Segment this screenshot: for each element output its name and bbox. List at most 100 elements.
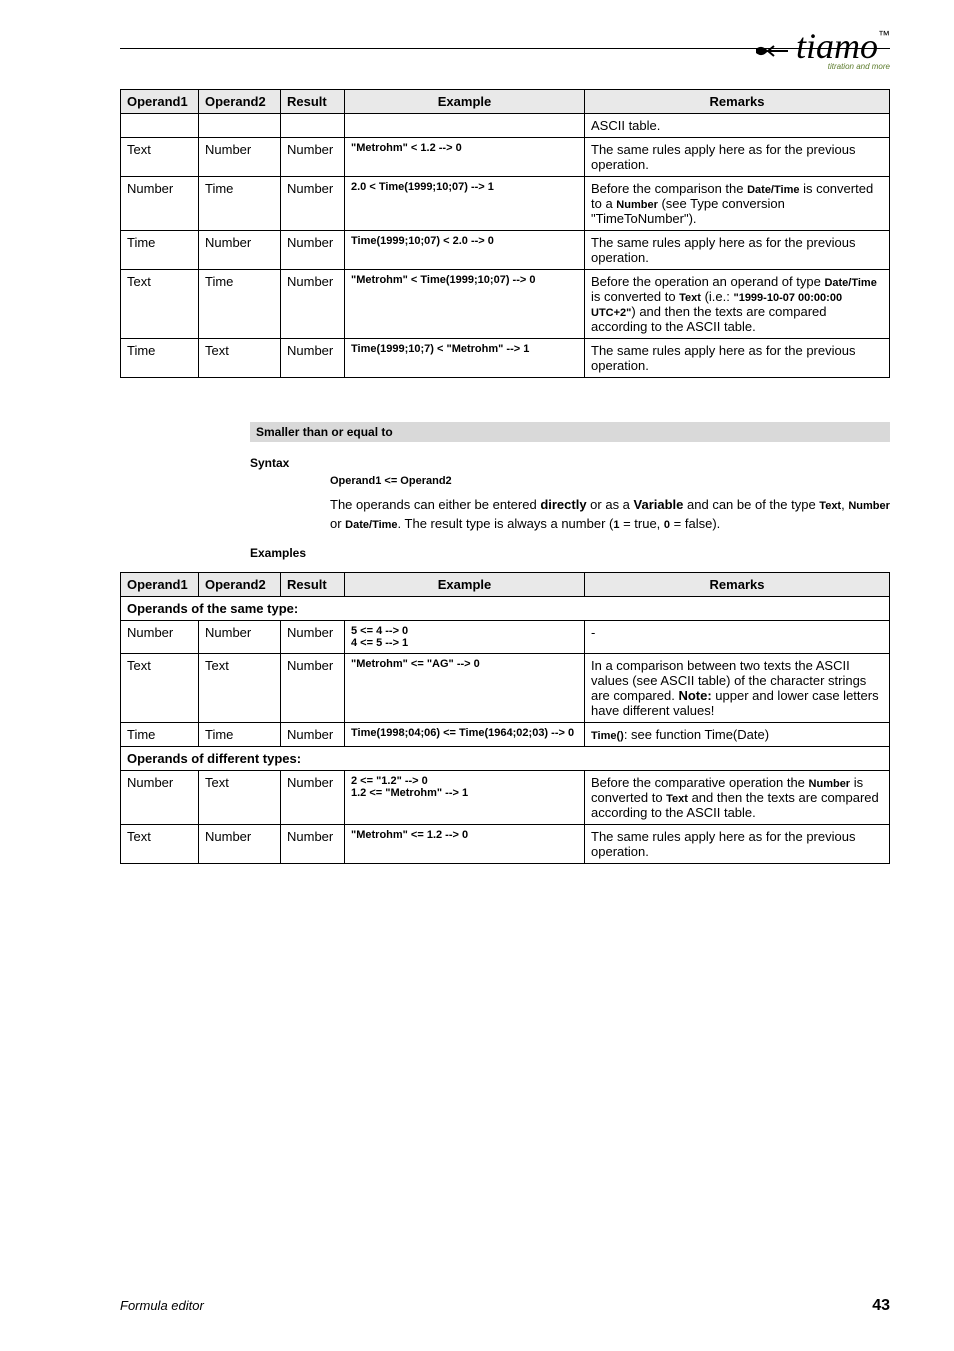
cell-example: "Metrohm" < Time(1999;10;07) --> 0 <box>345 270 585 339</box>
th-result: Result <box>281 572 345 596</box>
cell-remarks: The same rules apply here as for the pre… <box>585 339 890 378</box>
bold: Date/Time <box>345 519 397 531</box>
cell-remarks: Before the comparison the Date/Time is c… <box>585 177 890 231</box>
cell-remarks: ASCII table. <box>585 114 890 138</box>
cell: Number <box>199 824 281 863</box>
cell: Text <box>121 653 199 722</box>
table-header-row: Operand1 Operand2 Result Example Remarks <box>121 90 890 114</box>
table-row: Time Number Number Time(1999;10;07) < 2.… <box>121 231 890 270</box>
table-row: Text Text Number "Metrohm" <= "AG" --> 0… <box>121 653 890 722</box>
cell-example: "Metrohm" <= 1.2 --> 0 <box>345 824 585 863</box>
logo-arrow-icon <box>756 44 788 63</box>
cell: Time <box>121 231 199 270</box>
bold: Date/Time <box>824 277 876 289</box>
bold: Time() <box>591 730 624 742</box>
text: or as a <box>587 497 634 512</box>
syntax-line: Operand1 <= Operand2 <box>330 474 890 490</box>
cell: Number <box>281 231 345 270</box>
cell <box>121 114 199 138</box>
text: Before the comparison the <box>591 181 747 196</box>
table-row: Time Text Number Time(1999;10;7) < "Metr… <box>121 339 890 378</box>
cell: Number <box>281 722 345 746</box>
group-header: Operands of the same type: <box>121 596 890 620</box>
logo-text: tiamo <box>796 26 878 66</box>
cell-remarks: The same rules apply here as for the pre… <box>585 138 890 177</box>
th-operand2: Operand2 <box>199 90 281 114</box>
text: = false). <box>670 516 720 531</box>
table-smaller-equal: Operand1 Operand2 Result Example Remarks… <box>120 572 890 864</box>
table-row: Text Number Number "Metrohm" <= 1.2 --> … <box>121 824 890 863</box>
cell-example: 2 <= "1.2" --> 0 1.2 <= "Metrohm" --> 1 <box>345 770 585 824</box>
text: Before the comparative operation the <box>591 775 809 790</box>
cell-example: Time(1999;10;7) < "Metrohm" --> 1 <box>345 339 585 378</box>
th-example: Example <box>345 572 585 596</box>
th-remarks: Remarks <box>585 572 890 596</box>
syntax-label: Syntax <box>250 456 890 470</box>
bold: directly <box>540 497 586 512</box>
cell: Text <box>199 653 281 722</box>
th-operand1: Operand1 <box>121 572 199 596</box>
syntax-paragraph: The operands can either be entered direc… <box>330 496 890 534</box>
text: Before the operation an operand of type <box>591 274 824 289</box>
th-operand1: Operand1 <box>121 90 199 114</box>
cell: Time <box>121 722 199 746</box>
cell: Number <box>121 177 199 231</box>
cell: Text <box>121 138 199 177</box>
table-row: ASCII table. <box>121 114 890 138</box>
cell: Text <box>199 339 281 378</box>
cell-remarks: Time(): see function Time(Date) <box>585 722 890 746</box>
cell-example: Time(1998;04;06) <= Time(1964;02;03) -->… <box>345 722 585 746</box>
cell-example: "Metrohm" <= "AG" --> 0 <box>345 653 585 722</box>
cell: Number <box>281 620 345 653</box>
logo-line: tiamo™ <box>756 28 890 64</box>
examples-label: Examples <box>250 546 890 560</box>
cell: Text <box>121 824 199 863</box>
cell-example <box>345 114 585 138</box>
cell-example: "Metrohm" < 1.2 --> 0 <box>345 138 585 177</box>
bold: Date/Time <box>747 184 799 196</box>
page-number: 43 <box>872 1297 890 1315</box>
cell: Number <box>281 653 345 722</box>
table-row: Text Number Number "Metrohm" < 1.2 --> 0… <box>121 138 890 177</box>
cell: Text <box>121 270 199 339</box>
cell: Number <box>281 770 345 824</box>
cell: Number <box>199 620 281 653</box>
cell-remarks: The same rules apply here as for the pre… <box>585 824 890 863</box>
cell: Number <box>199 231 281 270</box>
text: . The result type is always a number ( <box>398 516 614 531</box>
text: = true, <box>619 516 663 531</box>
table-row: Time Time Number Time(1998;04;06) <= Tim… <box>121 722 890 746</box>
table-row: Number Text Number 2 <= "1.2" --> 0 1.2 … <box>121 770 890 824</box>
bold: Number <box>616 199 658 211</box>
cell: Time <box>199 722 281 746</box>
bold: Text <box>679 292 701 304</box>
table-row: Text Time Number "Metrohm" < Time(1999;1… <box>121 270 890 339</box>
group-header-row: Operands of the same type: <box>121 596 890 620</box>
cell-remarks: - <box>585 620 890 653</box>
cell-example: Time(1999;10;07) < 2.0 --> 0 <box>345 231 585 270</box>
bold: Text <box>666 793 688 805</box>
cell: Number <box>281 270 345 339</box>
bold: Number <box>809 778 851 790</box>
cell <box>199 114 281 138</box>
text: or <box>330 516 345 531</box>
cell: Number <box>121 620 199 653</box>
bold: Variable <box>634 497 684 512</box>
cell-example: 5 <= 4 --> 0 4 <= 5 --> 1 <box>345 620 585 653</box>
th-example: Example <box>345 90 585 114</box>
section-title: Smaller than or equal to <box>250 422 890 442</box>
text: : see function Time(Date) <box>624 727 769 742</box>
table-operators-continuation: Operand1 Operand2 Result Example Remarks… <box>120 89 890 378</box>
cell-example: 2.0 < Time(1999;10;07) --> 1 <box>345 177 585 231</box>
footer-title: Formula editor <box>120 1298 204 1313</box>
group-header-row: Operands of different types: <box>121 746 890 770</box>
th-result: Result <box>281 90 345 114</box>
text: is converted to <box>591 289 679 304</box>
cell: Number <box>121 770 199 824</box>
cell: Time <box>199 177 281 231</box>
th-operand2: Operand2 <box>199 572 281 596</box>
cell: Text <box>199 770 281 824</box>
footer: Formula editor 43 <box>120 1297 890 1315</box>
syntax-block: Operand1 <= Operand2 The operands can ei… <box>330 474 890 534</box>
cell-remarks: Before the operation an operand of type … <box>585 270 890 339</box>
